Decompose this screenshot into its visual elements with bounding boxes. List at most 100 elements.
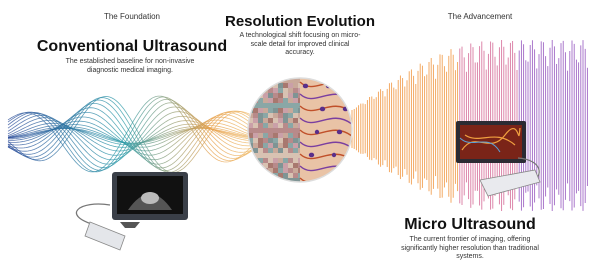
pixel	[278, 93, 283, 98]
pixel	[283, 108, 288, 113]
pixel	[293, 168, 298, 173]
pixel	[268, 98, 273, 103]
pixel	[278, 183, 283, 188]
pixel	[288, 143, 293, 148]
pixel	[253, 83, 258, 88]
pixel	[253, 88, 258, 93]
pixel	[283, 133, 288, 138]
pixel	[253, 118, 258, 123]
pixel	[293, 133, 298, 138]
pixel	[273, 133, 278, 138]
pixel	[263, 128, 268, 133]
cell	[338, 130, 342, 134]
pixel	[263, 183, 268, 188]
pixel	[293, 108, 298, 113]
pixel	[258, 78, 263, 83]
pixel	[248, 178, 253, 183]
pixel	[273, 78, 278, 83]
pixel	[273, 158, 278, 163]
pixel	[258, 143, 263, 148]
pixel	[278, 128, 283, 133]
pixel	[278, 138, 283, 143]
pixel	[263, 178, 268, 183]
pixel	[263, 103, 268, 108]
pixel	[283, 158, 288, 163]
pixel	[258, 138, 263, 143]
pixel	[288, 163, 293, 168]
description: The established baseline for non-invasiv…	[55, 58, 205, 75]
pixel	[263, 173, 268, 178]
pixel	[288, 138, 293, 143]
pixel	[278, 98, 283, 103]
pixel	[278, 118, 283, 123]
pixel	[293, 128, 298, 133]
pixel	[248, 78, 253, 83]
pixel	[288, 153, 293, 158]
pixel	[293, 93, 298, 98]
pixel	[263, 148, 268, 153]
pixel	[268, 178, 273, 183]
pixel	[263, 138, 268, 143]
pixel	[258, 83, 263, 88]
pixel	[263, 113, 268, 118]
scan-image	[141, 192, 159, 204]
pixel	[283, 113, 288, 118]
pixel	[253, 133, 258, 138]
pixel	[278, 168, 283, 173]
pixel	[288, 98, 293, 103]
pixel	[293, 88, 298, 93]
pixel	[258, 88, 263, 93]
pixelated-half	[248, 78, 303, 188]
pixel	[268, 143, 273, 148]
pixel	[278, 133, 283, 138]
pixel	[268, 118, 273, 123]
pixel	[293, 123, 298, 128]
pixel	[253, 128, 258, 133]
pixel	[293, 163, 298, 168]
pixel	[258, 183, 263, 188]
pixel	[268, 153, 273, 158]
pixel	[258, 153, 263, 158]
section-title: Conventional Ultrasound	[22, 38, 242, 56]
pixel	[273, 113, 278, 118]
pixel	[258, 128, 263, 133]
pixel	[288, 93, 293, 98]
section-title: Resolution Evolution	[200, 13, 400, 30]
pixel	[293, 98, 298, 103]
pixel	[268, 183, 273, 188]
pixel	[283, 143, 288, 148]
pixel	[268, 148, 273, 153]
pixel	[283, 88, 288, 93]
pixel	[293, 83, 298, 88]
pixel	[268, 93, 273, 98]
pixel	[268, 128, 273, 133]
pixel	[253, 143, 258, 148]
pixel	[263, 133, 268, 138]
pixel	[268, 133, 273, 138]
pixel	[273, 178, 278, 183]
pixel	[273, 153, 278, 158]
cell	[321, 107, 325, 111]
cell	[304, 84, 308, 88]
cable	[76, 204, 110, 225]
pixel	[268, 108, 273, 113]
cell	[315, 130, 319, 134]
pixel	[288, 108, 293, 113]
pixel	[273, 118, 278, 123]
pixel	[283, 148, 288, 153]
pixel	[263, 78, 268, 83]
pixel	[273, 148, 278, 153]
pixel	[253, 123, 258, 128]
pixel	[293, 148, 298, 153]
pixel	[248, 83, 253, 88]
pixel	[278, 143, 283, 148]
pixel	[283, 138, 288, 143]
pixel	[253, 178, 258, 183]
pixel	[258, 103, 263, 108]
pixel	[258, 168, 263, 173]
pixel	[293, 103, 298, 108]
pixel	[278, 148, 283, 153]
pixel	[288, 128, 293, 133]
pixel	[258, 133, 263, 138]
pixel	[278, 113, 283, 118]
